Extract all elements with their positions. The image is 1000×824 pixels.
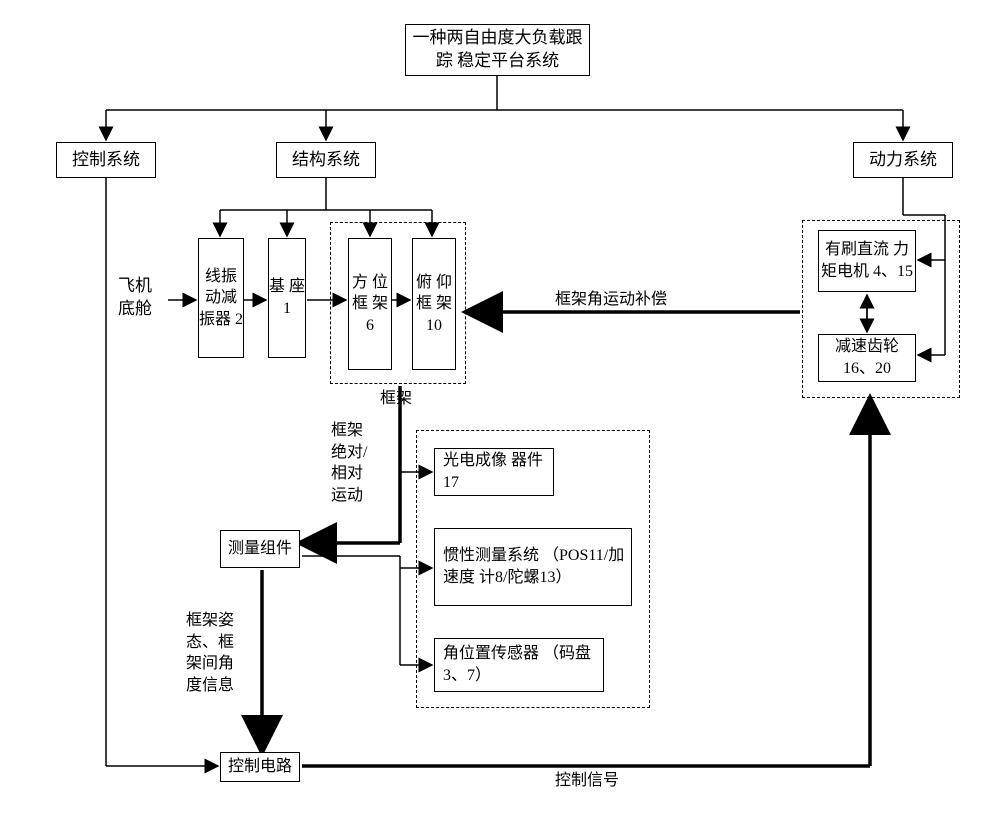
structure-system-label: 结构系统	[292, 149, 360, 172]
gear-label: 减速齿轮 16、20	[819, 336, 915, 379]
angle-sensor-label: 角位置传感器 （码盘3、7）	[443, 643, 603, 686]
control-system-box: 控制系统	[56, 142, 156, 178]
gear-box: 减速齿轮 16、20	[818, 334, 916, 382]
control-circuit-box: 控制电路	[220, 752, 300, 782]
imu-label: 惯性测量系统 （POS11/加速度 计8/陀螺13）	[443, 545, 631, 588]
base-box: 基 座 1	[268, 238, 306, 358]
control-signal-label: 控制信号	[555, 770, 619, 792]
frame-caption: 框架	[380, 388, 412, 410]
measurement-block-label: 测量组件	[228, 538, 292, 560]
azimuth-frame-label: 方 位 框 架 6	[349, 272, 391, 337]
motor-box: 有刷直流 力矩电机 4、15	[818, 230, 916, 292]
azimuth-frame-box: 方 位 框 架 6	[348, 238, 392, 370]
pitch-frame-box: 俯 仰 框 架 10	[412, 238, 456, 370]
structure-system-box: 结构系统	[276, 142, 376, 178]
frame-motion-label: 框架 绝对/ 相对 运动	[331, 420, 367, 506]
damper-label: 线振 动减 振器 2	[199, 266, 243, 331]
base-label: 基 座 1	[269, 276, 305, 319]
imaging-label: 光电成像 器件17	[443, 450, 553, 493]
imaging-box: 光电成像 器件17	[434, 448, 554, 496]
angle-sensor-box: 角位置传感器 （码盘3、7）	[434, 638, 604, 692]
pitch-frame-label: 俯 仰 框 架 10	[413, 272, 455, 337]
motor-label: 有刷直流 力矩电机 4、15	[819, 239, 915, 282]
control-circuit-label: 控制电路	[228, 756, 292, 778]
frame-attitude-label: 框架姿 态、框 架间角 度信息	[186, 610, 234, 696]
power-system-box: 动力系统	[853, 142, 953, 178]
title-box: 一种两自由度大负载跟踪 稳定平台系统	[405, 24, 590, 76]
power-system-label: 动力系统	[869, 149, 937, 172]
frame-comp-label: 框架角运动补偿	[555, 289, 667, 311]
control-system-label: 控制系统	[72, 149, 140, 172]
aircraft-bay-label: 飞机 底舱	[118, 275, 152, 321]
imu-box: 惯性测量系统 （POS11/加速度 计8/陀螺13）	[434, 528, 632, 606]
damper-box: 线振 动减 振器 2	[198, 238, 244, 358]
measurement-block-box: 测量组件	[220, 530, 300, 568]
title-text: 一种两自由度大负载跟踪 稳定平台系统	[406, 27, 589, 73]
